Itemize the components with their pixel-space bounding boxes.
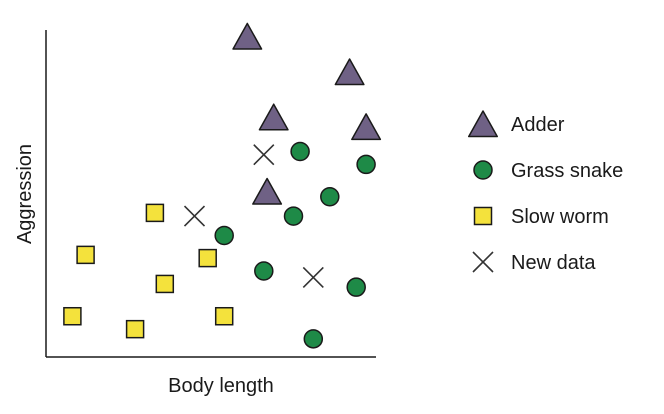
slow-worm-point <box>145 203 165 223</box>
legend-new-data-label: New data <box>511 252 596 274</box>
legend-item-new-data: New data <box>472 251 596 274</box>
legend-item-grass-snake: Grass snake <box>473 160 623 182</box>
new-data-point <box>183 205 206 227</box>
legend-slow-worm-marker <box>473 206 493 226</box>
legend-slow-worm-label: Slow worm <box>511 206 609 228</box>
legend-new-data-marker <box>472 251 494 273</box>
legend: Adder Grass snake Slow worm New data <box>468 110 623 274</box>
adder-point <box>258 103 289 131</box>
grass-snake-point <box>320 186 340 207</box>
grass-snake-point <box>356 154 376 175</box>
legend-grass-snake-label: Grass snake <box>511 160 623 182</box>
grass-snake-point <box>346 277 366 297</box>
legend-item-adder: Adder <box>468 110 565 138</box>
grass-snake-point <box>290 141 310 162</box>
slow-worm-point <box>76 245 95 265</box>
adder-point <box>334 58 365 86</box>
adder-point <box>252 177 283 205</box>
slow-worm-point <box>155 274 175 294</box>
slow-worm-point <box>125 319 145 339</box>
new-data-point <box>302 266 324 289</box>
legend-grass-snake-marker <box>473 160 493 180</box>
grass-snake-point <box>214 225 234 246</box>
adder-point <box>232 22 263 50</box>
slow-worm-point <box>198 248 217 268</box>
y-axis-label: Aggression <box>14 144 36 244</box>
data-points <box>63 22 382 349</box>
adder-point <box>351 113 382 141</box>
plot-area <box>45 22 382 358</box>
grass-snake-point <box>254 261 274 281</box>
legend-adder-label: Adder <box>511 114 565 136</box>
slow-worm-point <box>214 306 234 326</box>
legend-item-slow-worm: Slow worm <box>473 206 609 228</box>
legend-adder-marker <box>468 110 498 138</box>
new-data-point <box>253 144 275 166</box>
grass-snake-point <box>283 206 304 226</box>
x-axis-label: Body length <box>168 375 274 397</box>
grass-snake-point <box>303 329 324 349</box>
slow-worm-point <box>63 306 82 326</box>
